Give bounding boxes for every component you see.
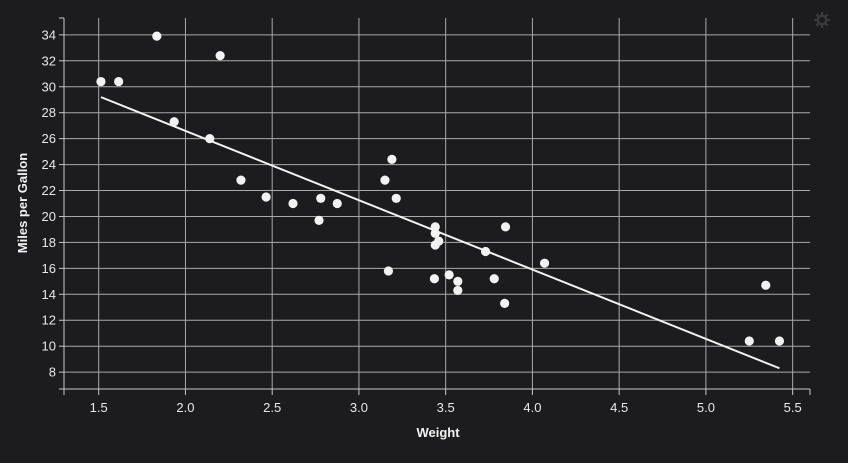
- y-tick-label: 32: [42, 53, 56, 68]
- data-point: [500, 222, 511, 232]
- data-point: [383, 266, 394, 276]
- data-point: [489, 274, 499, 284]
- data-point: [387, 154, 397, 164]
- y-tick-label: 28: [42, 105, 56, 120]
- x-tick-label: 4.0: [523, 400, 541, 415]
- data-point: [434, 236, 444, 246]
- data-point: [480, 246, 491, 257]
- data-point: [314, 215, 324, 225]
- x-tick-label: 2.5: [263, 400, 281, 415]
- data-point: [288, 198, 298, 209]
- x-axis-title: Weight: [416, 425, 460, 440]
- y-tick-label: 18: [42, 235, 56, 250]
- y-tick-label: 34: [42, 27, 56, 42]
- axes: [59, 17, 811, 395]
- data-point: [236, 175, 246, 185]
- data-point: [453, 276, 463, 286]
- x-tick-label: 3.0: [350, 400, 368, 415]
- trendline: [100, 96, 780, 370]
- y-tick-label: 10: [42, 339, 56, 354]
- y-tick-label: 20: [42, 209, 56, 224]
- y-tick-label: 8: [49, 365, 56, 380]
- x-tick-label: 3.5: [437, 400, 455, 415]
- data-point: [380, 175, 390, 185]
- y-tick-label: 26: [42, 131, 56, 146]
- x-tick-label: 1.5: [90, 400, 108, 415]
- data-point: [96, 76, 106, 87]
- data-point: [500, 298, 510, 308]
- data-point: [316, 193, 326, 203]
- y-tick-label: 22: [42, 183, 56, 198]
- tick-labels: 1.5 2.0 2.5 3.0 3.5 4.0 4.5 5.0 5.5 8 10 12 14 16 18 20…: [42, 27, 802, 415]
- data-point: [114, 76, 124, 87]
- data-point: [539, 258, 550, 268]
- x-tick-label: 4.5: [610, 400, 628, 415]
- data-point: [261, 192, 271, 202]
- data-point: [453, 285, 463, 296]
- data-point: [774, 336, 785, 346]
- y-tick-label: 24: [42, 157, 56, 172]
- x-tick-label: 2.0: [176, 400, 194, 415]
- data-point: [444, 270, 454, 280]
- y-axis-title: Miles per Gallon: [15, 153, 30, 253]
- data-point: [205, 134, 215, 144]
- y-tick-label: 30: [42, 79, 56, 94]
- data-point: [152, 31, 162, 41]
- y-tick-label: 12: [42, 313, 56, 328]
- data-point: [430, 222, 440, 232]
- data-point: [215, 51, 225, 61]
- data-point: [761, 280, 771, 290]
- x-tick-label: 5.5: [784, 400, 802, 415]
- gear-icon: [814, 12, 830, 28]
- data-points: [96, 31, 785, 346]
- data-point: [332, 198, 342, 209]
- y-tick-label: 16: [42, 261, 56, 276]
- settings-button[interactable]: [812, 10, 832, 30]
- x-tick-label: 5.0: [697, 400, 715, 415]
- grid-lines: [64, 18, 810, 389]
- data-point: [169, 117, 179, 127]
- data-point: [391, 193, 401, 203]
- data-point: [429, 274, 439, 284]
- y-tick-label: 14: [42, 287, 56, 302]
- data-point: [430, 228, 440, 238]
- trendline-layer: [100, 96, 780, 370]
- data-point: [744, 336, 754, 346]
